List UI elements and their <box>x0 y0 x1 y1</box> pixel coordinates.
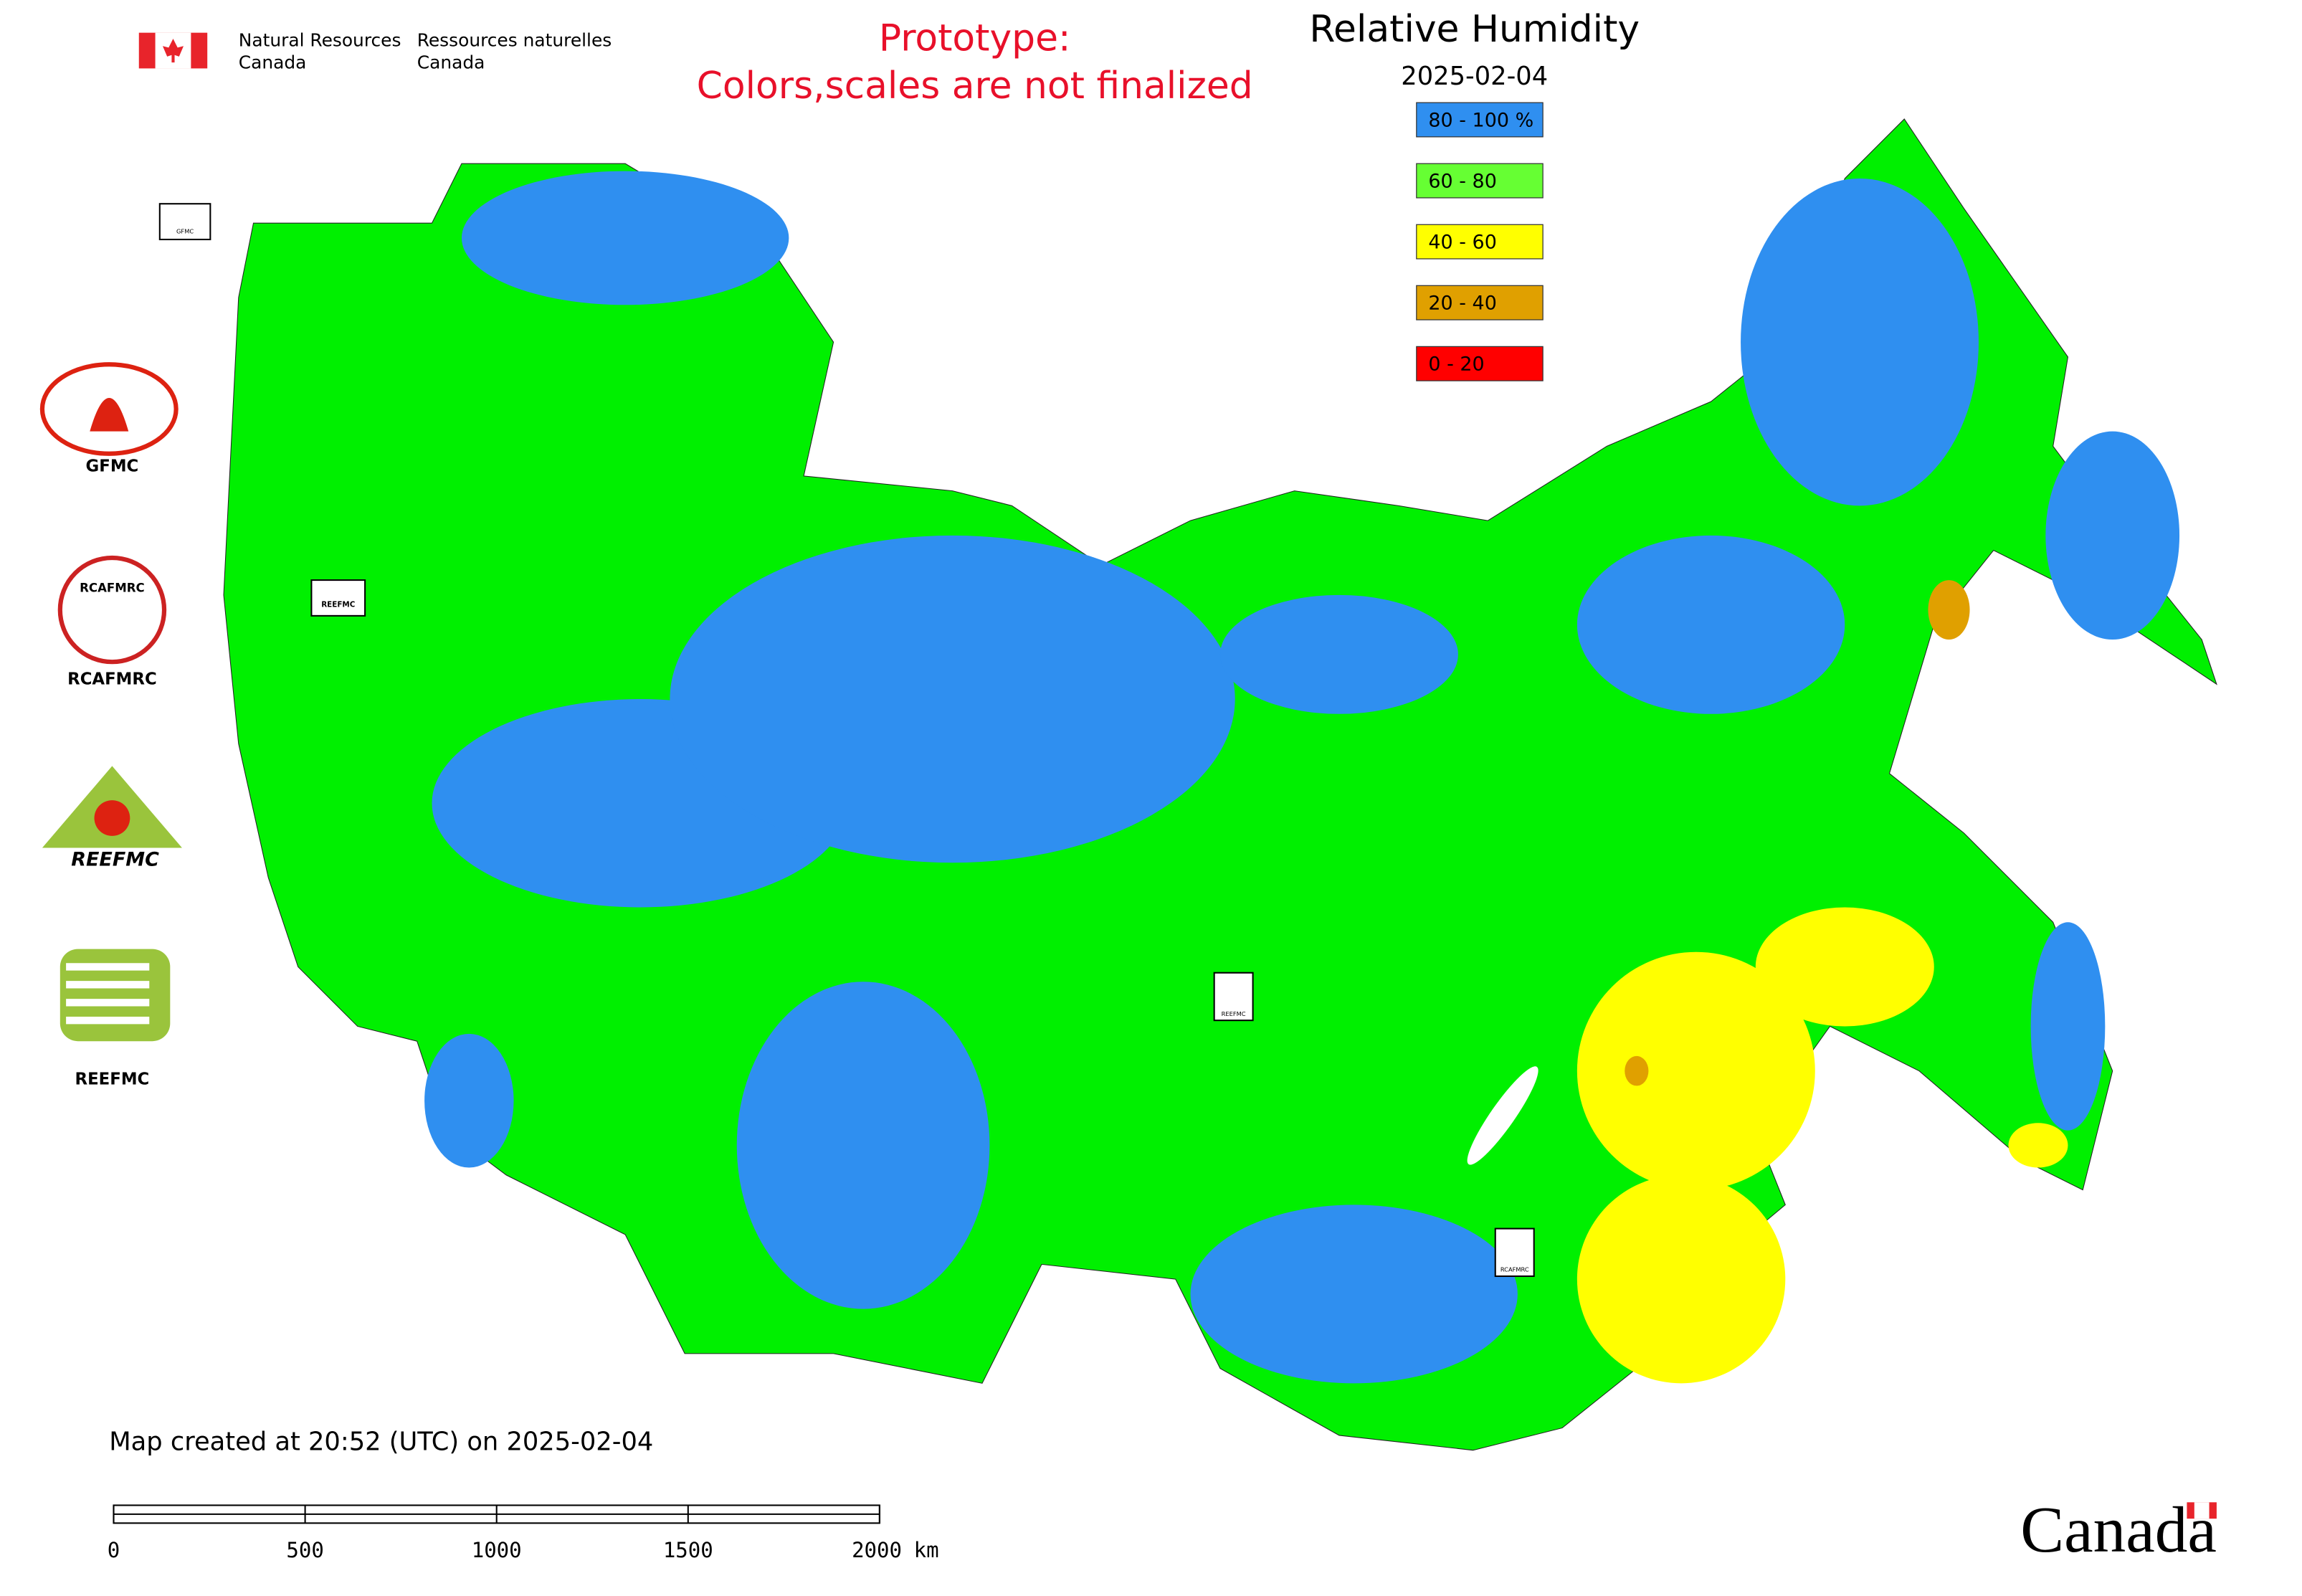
wordmark: Canada <box>2020 1493 2217 1566</box>
dept-en: Canada <box>239 52 307 72</box>
logo-gfmc <box>39 362 179 456</box>
legend-swatch <box>1416 163 1544 199</box>
scale-bar: 0 500 1000 1500 2000 km <box>108 1504 939 1562</box>
dry-area <box>1576 1174 1786 1384</box>
logo-sigma <box>66 963 150 1025</box>
marker <box>158 203 211 241</box>
legend-label: 20 - 40 <box>1428 293 1496 315</box>
marker <box>310 579 366 617</box>
marker <box>1494 1227 1535 1278</box>
map <box>223 118 2217 1451</box>
logo-sigma <box>60 949 171 1042</box>
legend-swatch <box>1416 285 1544 320</box>
map-markers: GFMC REEFMC REEFMC RCAFMRC <box>158 203 1535 1278</box>
humid-area <box>1190 1205 1518 1384</box>
scale-label: 0 <box>108 1538 120 1562</box>
dry-area <box>1576 951 1815 1190</box>
humid-area <box>2045 431 2180 640</box>
wordmark-flag <box>2194 1502 2210 1519</box>
legend-label: 40 - 60 <box>1428 231 1496 253</box>
lake <box>1467 1066 1538 1165</box>
scale-label: 500 <box>286 1538 323 1562</box>
logo-rcafmrc <box>57 555 167 665</box>
marker-label: RCAFMRC <box>1500 1266 1529 1273</box>
title: Relative Humidity <box>1309 8 1640 51</box>
notice: Colors,scales are not finalized <box>697 65 1253 108</box>
legend-swatch <box>1416 102 1544 138</box>
marker <box>1213 972 1254 1022</box>
dept-en: Natural Resources <box>239 29 401 50</box>
maple-leaf <box>162 38 184 63</box>
logo-label: RCAFMRC <box>67 670 157 688</box>
legend-label: 60 - 80 <box>1428 170 1496 192</box>
logo-label: REEFMC <box>75 1070 150 1088</box>
humid-area <box>424 1033 514 1168</box>
logo-inner-text: RCAFMRC <box>80 581 145 595</box>
scale-label: 1500 <box>663 1538 713 1562</box>
legend: 80 - 100 % 60 - 80 40 - 60 20 - 40 0 - 20 <box>1416 102 1544 381</box>
legend-label: 80 - 100 % <box>1428 109 1533 131</box>
scale-label: 2000 <box>852 1538 902 1562</box>
created-note: Map created at 20:52 (UTC) on 2025-02-04 <box>109 1428 653 1457</box>
dry-area <box>2008 1123 2068 1168</box>
marker-label: GFMC <box>176 228 194 235</box>
scale-label: 1000 <box>472 1538 522 1562</box>
logo-inner-text: REEFMC <box>71 848 159 870</box>
dept-fr: Ressources naturelles <box>417 29 612 50</box>
marker-label: REEFMC <box>1222 1010 1246 1017</box>
marker-label: REEFMC <box>321 600 355 609</box>
date: 2025-02-04 <box>1401 62 1548 91</box>
notice: Prototype: <box>879 17 1071 60</box>
legend-swatch <box>1416 346 1544 381</box>
humid-area <box>736 982 990 1309</box>
very-dry-area <box>1625 1055 1649 1086</box>
logo-label: GFMC <box>86 457 139 476</box>
very-dry-area <box>1928 580 1970 640</box>
legend-swatch <box>1416 224 1544 260</box>
humid-area <box>461 171 789 305</box>
scale-unit: km <box>914 1538 939 1562</box>
logos: GFMC RCAFMRC RCAFMRC REEFMC REEFMC <box>39 362 182 1088</box>
legend-label: 0 - 20 <box>1428 353 1484 376</box>
humid-area <box>1219 594 1458 714</box>
logo-gfmc <box>90 397 129 432</box>
humid-area <box>1741 178 1979 506</box>
logo-nrcan: Natural Resources Canada Ressources natu… <box>138 29 612 72</box>
humid-area <box>1576 535 1845 714</box>
logo-reefmc <box>94 800 130 836</box>
dept-fr: Canada <box>417 52 485 72</box>
humid-area <box>2030 922 2106 1131</box>
humid-area <box>670 535 1235 863</box>
dry-area <box>1755 907 1934 1027</box>
